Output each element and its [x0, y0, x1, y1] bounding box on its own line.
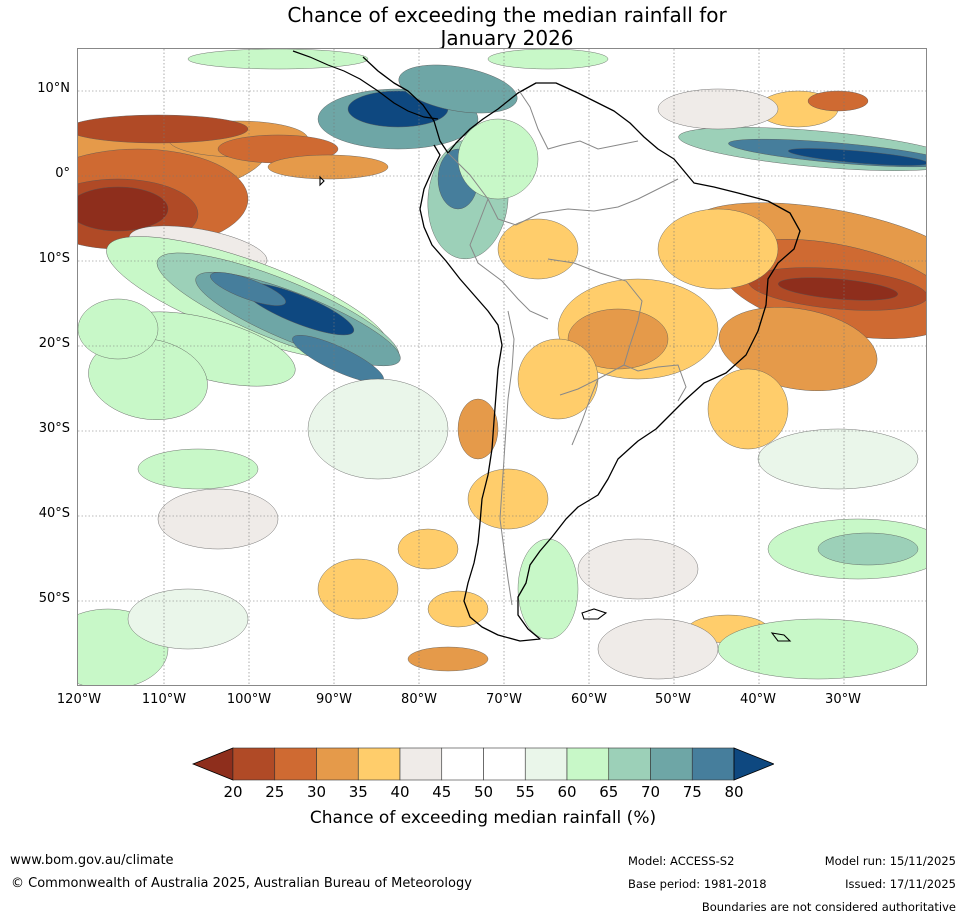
colorbar-segment	[483, 747, 526, 781]
rainfall-field	[577, 538, 699, 600]
rainfall-field	[78, 114, 249, 144]
rainfall-field	[467, 468, 549, 530]
rainfall-field	[267, 154, 389, 180]
footer-copyright: © Commonwealth of Australia 2025, Austra…	[11, 876, 472, 891]
longitude-label: 100°W	[226, 692, 272, 707]
rainfall-field	[497, 218, 579, 280]
longitude-label: 110°W	[141, 692, 187, 707]
footer-base-period: Base period: 1981-2018	[628, 877, 767, 891]
rainfall-map	[77, 48, 927, 686]
longitude-label: 80°W	[401, 692, 437, 707]
colorbar	[192, 747, 774, 781]
colorbar-tick-label: 40	[390, 783, 410, 801]
rainfall-field	[788, 148, 926, 166]
rainfall-field	[78, 186, 169, 232]
colorbar-tick-label: 45	[432, 783, 452, 801]
colorbar-segment	[399, 747, 443, 781]
coastline-central-america	[292, 50, 439, 120]
rainfall-field	[757, 428, 919, 490]
longitude-label: 50°W	[655, 692, 691, 707]
longitude-label: 70°W	[486, 692, 522, 707]
colorbar-segment	[441, 747, 484, 781]
rainfall-field	[398, 64, 518, 114]
colorbar-label: Chance of exceeding median rainfall (%)	[309, 808, 657, 828]
rainfall-field	[817, 532, 919, 566]
rainfall-field	[457, 118, 539, 200]
colorbar-tick-label: 75	[682, 783, 702, 801]
map-title: Chance of exceeding the median rainfall …	[0, 4, 965, 50]
rainfall-field	[457, 398, 499, 460]
latitude-label: 50°S	[38, 591, 70, 606]
colorbar-tick-label: 25	[265, 783, 285, 801]
colorbar-tick-label: 20	[223, 783, 243, 801]
country-borders	[447, 88, 687, 606]
colorbar-tick-label: 50	[473, 783, 494, 801]
colorbar-low-extend	[192, 747, 234, 781]
rainfall-field	[78, 298, 159, 360]
coastline-south-america	[362, 56, 801, 642]
latitude-label: 0°	[55, 166, 70, 181]
rainfall-field	[517, 338, 599, 420]
longitude-label: 40°W	[740, 692, 776, 707]
latitude-label: 40°S	[38, 506, 70, 521]
footer-disclaimer: Boundaries are not considered authoritat…	[701, 900, 956, 914]
longitude-label: 90°W	[316, 692, 352, 707]
rainfall-field	[397, 528, 459, 570]
rainfall-field	[427, 590, 489, 628]
colorbar-tick-label: 65	[599, 783, 619, 801]
islands	[319, 175, 792, 642]
footer-website: www.bom.gov.au/climate	[10, 853, 174, 868]
title-line-2: January 2026	[440, 26, 574, 50]
rainfall-field	[657, 88, 779, 130]
rainfall-field	[657, 208, 779, 290]
colorbar-tick-label: 70	[640, 783, 661, 801]
colorbar-segment	[650, 747, 693, 781]
rainfall-field	[307, 378, 449, 480]
rainfall-field	[778, 277, 898, 301]
rainfall-field	[487, 49, 609, 70]
rainfall-field	[717, 618, 919, 680]
colorbar-tick-label: 60	[557, 783, 577, 801]
longitude-label: 120°W	[56, 692, 102, 707]
rainfall-field	[127, 588, 249, 650]
colorbar-segment	[274, 747, 317, 781]
colorbar-segment	[232, 747, 276, 781]
longitude-label: 30°W	[825, 692, 861, 707]
rainfall-field	[157, 488, 279, 550]
colorbar-segment	[357, 747, 401, 781]
colorbar-tick-label: 35	[348, 783, 368, 801]
rainfall-field	[137, 448, 259, 490]
latitude-label: 10°S	[38, 251, 70, 266]
colorbar-tick-label: 30	[306, 783, 327, 801]
colorbar-segment	[566, 747, 610, 781]
footer-model-run: Model run: 15/11/2025	[824, 854, 956, 868]
rainfall-field	[210, 272, 286, 306]
colorbar-tick-label: 80	[724, 783, 744, 801]
title-line-1: Chance of exceeding the median rainfall …	[287, 3, 727, 27]
colorbar-segment	[691, 747, 735, 781]
latitude-label: 20°S	[38, 336, 70, 351]
colorbar-segment	[608, 747, 651, 781]
rainfall-field	[707, 368, 789, 450]
latitude-label: 30°S	[38, 421, 70, 436]
colorbar-high-extend	[733, 747, 774, 781]
footer-issued: Issued: 17/11/2025	[845, 877, 956, 891]
rainfall-field	[187, 49, 369, 70]
rainfall-field	[567, 308, 669, 370]
colorbar-segment	[316, 747, 359, 781]
rainfall-field	[407, 646, 489, 672]
colorbar-segment	[524, 747, 568, 781]
colorbar-tick-label: 55	[515, 783, 535, 801]
latitude-label: 10°N	[37, 81, 70, 96]
rainfall-field	[807, 90, 869, 112]
rainfall-field	[517, 538, 579, 640]
rainfall-field	[317, 558, 399, 620]
rainfall-field	[597, 618, 719, 680]
longitude-label: 60°W	[571, 692, 607, 707]
footer-model: Model: ACCESS-S2	[628, 854, 735, 868]
